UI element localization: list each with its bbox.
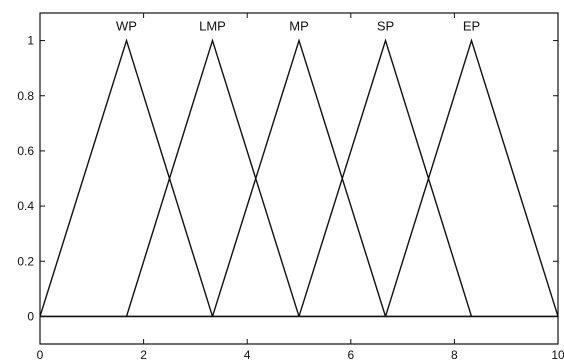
series-line-wp (39, 38, 214, 317)
series-label-wp: WP (116, 19, 137, 34)
series-label-sp: SP (377, 19, 394, 34)
x-axis-ticks: 0 2 4 6 8 10 (37, 13, 564, 360)
series-label-ep: EP (463, 19, 480, 34)
series-line-mp (211, 38, 387, 317)
y-axis-ticks: 0 0.2 0.4 0.6 0.8 1 (17, 34, 558, 323)
series-line-lmp (125, 38, 300, 317)
x-tick-label: 0 (37, 348, 44, 360)
series-label-lmp: LMP (199, 19, 226, 34)
series-line-sp (298, 38, 473, 317)
y-tick-label: 0.8 (17, 89, 34, 103)
y-tick-label: 0.2 (17, 254, 34, 268)
x-tick-label: 4 (244, 348, 251, 360)
series-labels: WP LMP MP SP EP (116, 19, 480, 34)
y-tick-label: 0.4 (17, 199, 34, 213)
x-tick-label: 6 (347, 348, 354, 360)
series-label-mp: MP (289, 19, 309, 34)
series-line-ep (384, 38, 559, 317)
plot-frame (39, 12, 559, 345)
y-tick-label: 0.6 (17, 144, 34, 158)
x-tick-label: 8 (451, 348, 458, 360)
x-tick-label: 10 (551, 348, 564, 360)
x-tick-label: 2 (140, 348, 147, 360)
series-lines (39, 38, 559, 318)
y-tick-label: 1 (27, 34, 34, 48)
y-tick-label: 0 (27, 309, 34, 323)
